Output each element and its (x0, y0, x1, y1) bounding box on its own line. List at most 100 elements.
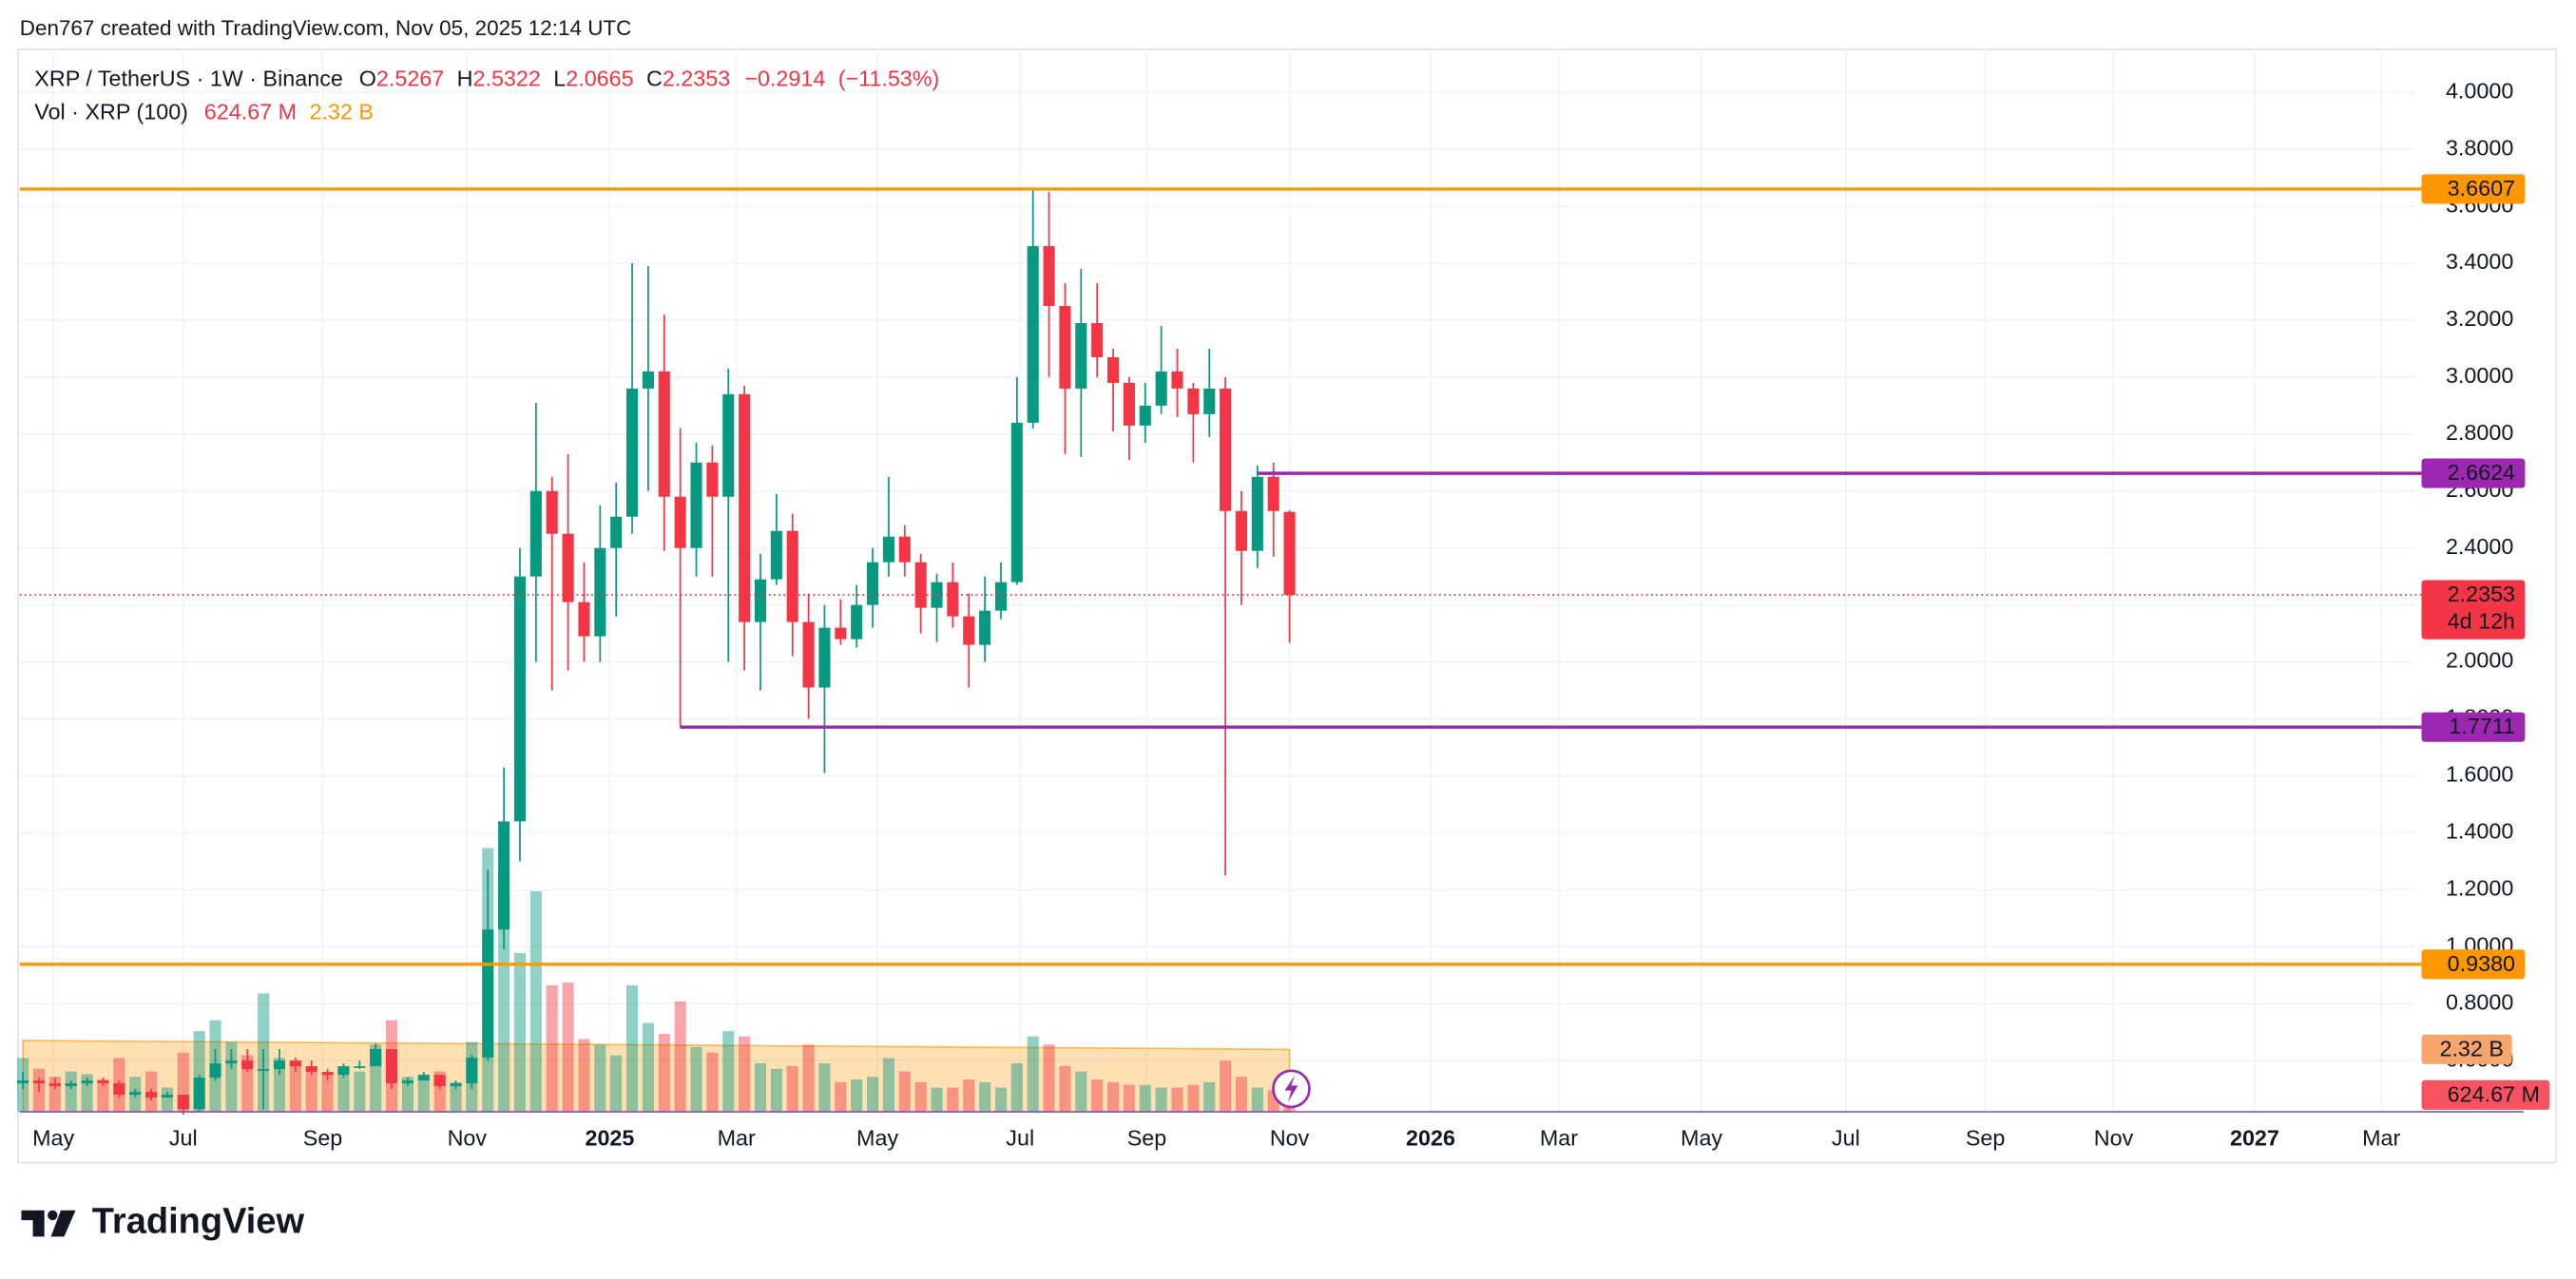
candle-body (113, 1083, 125, 1096)
candle-body (258, 1069, 270, 1071)
y-tick-label: 3.0000 (2446, 363, 2513, 388)
volume-bar (770, 1068, 782, 1113)
x-tick-label: Mar (718, 1126, 756, 1151)
candle-body (1043, 246, 1055, 307)
volume-bar (931, 1087, 943, 1113)
event-bolt (1284, 1076, 1298, 1102)
candle-body (1251, 476, 1263, 551)
volume-ma-area (22, 1040, 1291, 1113)
ohlc-key: H (457, 67, 473, 91)
volume-bar (417, 1079, 430, 1113)
candle-body (626, 388, 639, 517)
x-tick-label: Jul (1832, 1126, 1860, 1151)
volume-bar (97, 1079, 109, 1113)
volume-bar (722, 1031, 735, 1113)
candle-body (48, 1083, 61, 1087)
symbol-title: XRP / TetherUS · 1W · Binance (34, 67, 343, 91)
y-tick-label: 3.8000 (2446, 135, 2513, 160)
volume-bar (1027, 1036, 1039, 1113)
volume-bar (882, 1058, 894, 1113)
candle-body (1283, 511, 1296, 596)
volume-bar (626, 984, 639, 1113)
candle-body (610, 516, 623, 548)
volume-bar (674, 1001, 686, 1113)
candle-body (1203, 388, 1216, 414)
x-tick-label: Sep (303, 1126, 343, 1151)
candle-body (963, 616, 975, 645)
candle-body (97, 1080, 109, 1084)
candle-body (401, 1080, 413, 1084)
x-tick-label: Sep (1966, 1126, 2006, 1151)
candle-body (947, 582, 959, 617)
volume-bar (867, 1077, 879, 1113)
volume-ma-badge-label: 2.32 B (2439, 1036, 2503, 1060)
volume-bar (1075, 1071, 1087, 1113)
volume-bar (1251, 1087, 1263, 1113)
candle-body (1187, 388, 1200, 414)
volume-bar (690, 1047, 702, 1113)
levels (19, 187, 2422, 966)
candle-body (17, 1080, 29, 1084)
candle-body (433, 1075, 446, 1087)
level-badge-label: 3.6607 (2448, 176, 2515, 200)
countdown-label: 4d 12h (2448, 609, 2515, 634)
candle-body (498, 821, 510, 930)
level-badge (2421, 949, 2526, 980)
level-badge (2421, 458, 2526, 488)
candle-body (1059, 306, 1071, 389)
candle-body (1155, 371, 1167, 406)
legend-change: −0.2914 (744, 67, 825, 91)
volume-bar (835, 1081, 847, 1113)
volume-ma-last: 2.32 B (309, 99, 373, 124)
badges: 3.6607 2.6624 1.7711 0.9380 2.2353 4d 12h 2.32… (2421, 174, 2550, 1110)
volume-bar (562, 983, 574, 1113)
y-tick-label: 1.2000 (2446, 875, 2513, 900)
candle-body (674, 496, 686, 548)
x-tick-label: Nov (2094, 1126, 2134, 1151)
candle-body (770, 530, 782, 580)
x-tick-label: Mar (1540, 1126, 1578, 1151)
candle-body (177, 1095, 189, 1110)
candle-body (1171, 371, 1183, 389)
volume-bar (337, 1068, 350, 1113)
x-tick-label: May (1681, 1126, 1722, 1151)
header: Den767 created with TradingView.com, Nov… (20, 16, 632, 40)
volume-bar (225, 1041, 238, 1113)
volume-bar (963, 1079, 975, 1113)
volume-bar (241, 1055, 254, 1113)
x-tick-label: 2027 (2230, 1126, 2279, 1151)
volume-bar (354, 1071, 366, 1113)
volume-bar (786, 1065, 798, 1113)
y-tick-label: 2.8000 (2446, 420, 2513, 445)
legend-high: 2.5322 (473, 67, 541, 91)
event-icon (1272, 1069, 1311, 1109)
candle-body (739, 393, 751, 622)
candle-body (145, 1092, 158, 1098)
chart-frame (17, 48, 2558, 1164)
legend-low: 2.0665 (566, 67, 633, 91)
level-badge-label: 0.9380 (2448, 951, 2515, 976)
candle-body (867, 562, 879, 605)
volume-bar (1107, 1081, 1120, 1113)
candle-body (658, 371, 670, 497)
candle-body (1139, 405, 1151, 426)
volume-bar (914, 1081, 927, 1113)
volume-bar (802, 1044, 815, 1113)
volume-bar (1139, 1084, 1151, 1113)
candle-body (321, 1072, 334, 1076)
volume-bar (610, 1055, 623, 1113)
volume-bar (994, 1087, 1008, 1113)
candle-body (513, 576, 527, 822)
candle-body (562, 533, 574, 602)
candle-body (32, 1080, 46, 1084)
volume-bar (578, 1039, 590, 1113)
volume-ma-badge (2421, 1034, 2512, 1064)
candle-body (1107, 356, 1120, 383)
brand-name: TradingView (92, 1202, 305, 1242)
volume-bar (498, 869, 510, 1113)
logo-dot (48, 1210, 58, 1221)
volume-bar (273, 1058, 286, 1113)
y-tick-label: 3.4000 (2446, 249, 2513, 274)
